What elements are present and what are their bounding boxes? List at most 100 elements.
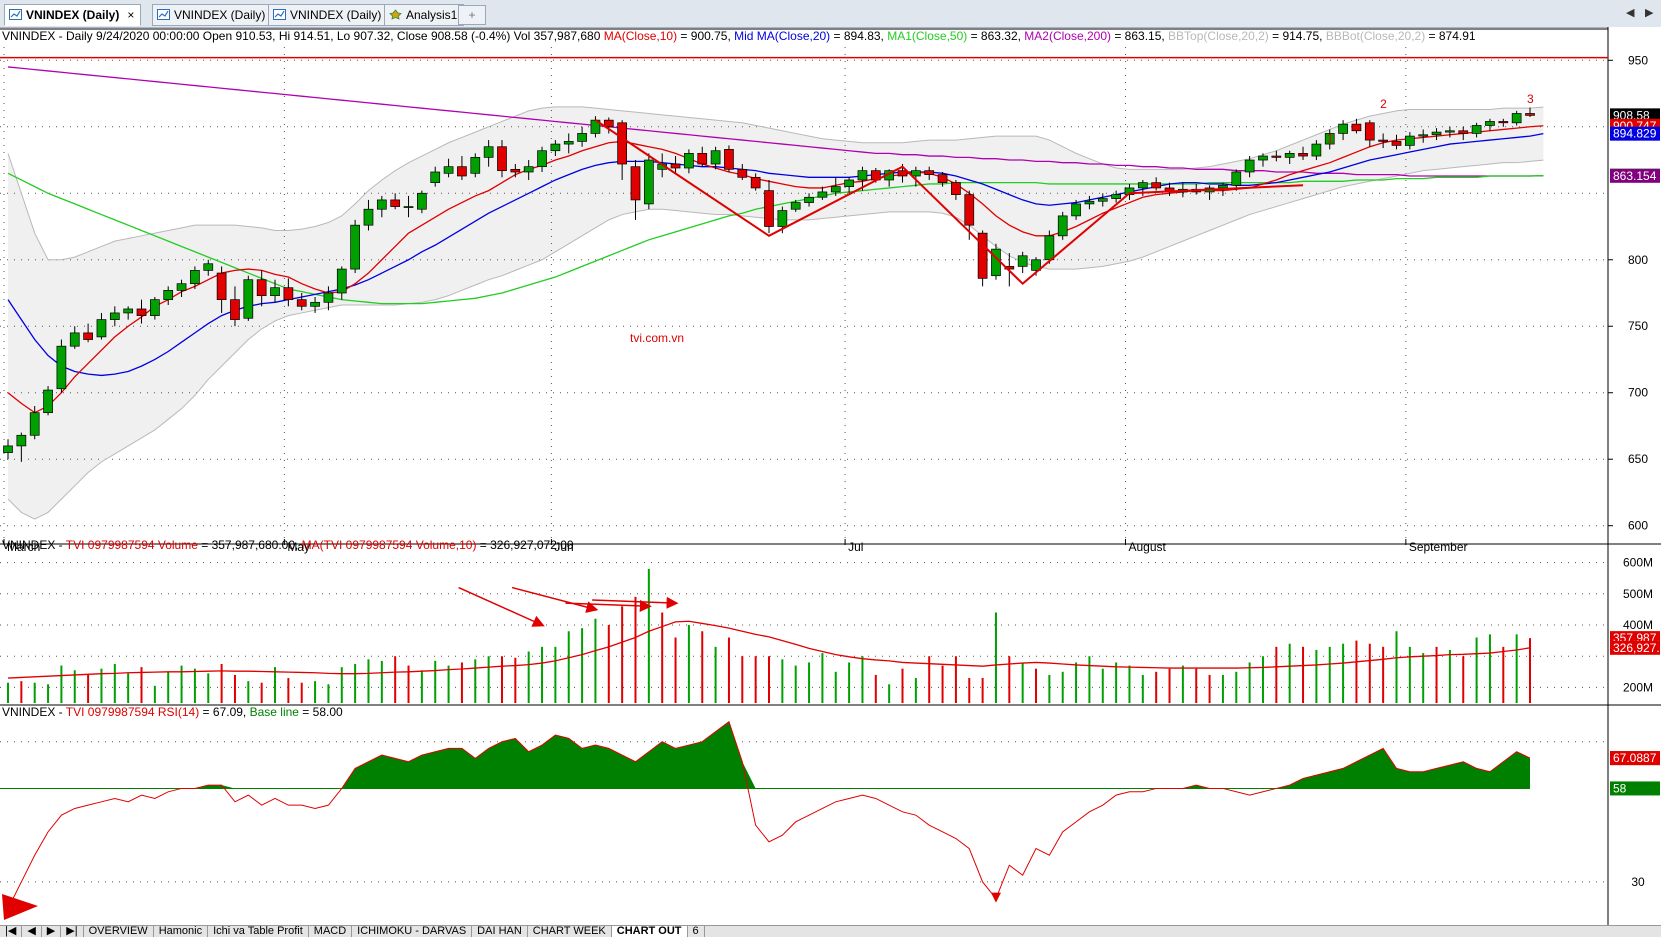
sheet-tab[interactable]: CHART OUT [611, 926, 688, 937]
rsi-oversold-marker [2, 894, 38, 920]
candle-body [376, 199, 387, 210]
candle [1351, 118, 1362, 134]
candle-body [777, 210, 788, 227]
candle-body [1124, 187, 1135, 195]
candle [670, 156, 681, 174]
tab-vnindex-daily-3[interactable]: VNINDEX (Daily) [268, 4, 389, 26]
price-tick-label: 600 [1628, 519, 1648, 533]
candle [3, 439, 13, 460]
sheet-tab[interactable]: ◀ [22, 926, 42, 937]
sheet-tab[interactable]: MACD [309, 926, 353, 937]
sheet-tab[interactable]: 6 [688, 926, 705, 937]
price-tick-label: 800 [1628, 253, 1648, 267]
candle [844, 177, 854, 194]
candle [643, 153, 654, 210]
candle-body [83, 332, 93, 340]
candle-body [603, 119, 614, 128]
candle-body [1057, 215, 1068, 237]
watermark-text: tvi.com.vn [630, 331, 684, 345]
candle-body [804, 196, 814, 203]
candle-body [1311, 143, 1322, 157]
candle-body [163, 289, 174, 300]
month-label: Jul [848, 540, 863, 554]
candle-body [283, 287, 294, 300]
ma-line [7, 172, 1544, 305]
candle [523, 160, 534, 180]
rsi-value-label-bg [1610, 781, 1660, 796]
candle [1298, 146, 1308, 161]
candle-body [670, 163, 681, 169]
tab-label: VNINDEX (Daily) [26, 8, 120, 22]
candle-body [1404, 135, 1415, 146]
candle-body [710, 150, 721, 165]
tab-vnindex-daily-1[interactable]: VNINDEX (Daily) × [4, 4, 142, 26]
sheet-tab[interactable]: ▶ [42, 926, 62, 937]
new-tab-button[interactable]: + [458, 5, 486, 25]
sheet-tab[interactable]: |◀ [0, 926, 23, 937]
candle-body [310, 301, 320, 307]
candle [1071, 199, 1081, 220]
candle-body [1284, 153, 1295, 158]
candle-body [577, 133, 587, 142]
candle [750, 173, 761, 191]
candle [563, 133, 574, 154]
candle [764, 179, 774, 234]
candle [1485, 118, 1495, 131]
sheet-tab[interactable]: ▶| [61, 926, 84, 937]
candle-body [750, 176, 761, 189]
annotation-arrow [565, 599, 652, 612]
candle [1231, 169, 1242, 191]
stock-chart[interactable]: VNINDEX - Daily 9/24/2020 00:00:00 Open … [0, 27, 1661, 925]
price-value-label: 894.829 [1613, 127, 1657, 141]
candle [69, 326, 80, 349]
candle [1338, 120, 1348, 141]
sheet-tab[interactable]: OVERVIEW [84, 926, 154, 937]
close-tab-icon[interactable]: × [127, 8, 135, 22]
scroll-left-icon[interactable]: ◀ [1626, 7, 1635, 19]
candle [1311, 140, 1322, 161]
candle [1445, 126, 1455, 138]
candle-body [510, 168, 521, 173]
candle-body [1218, 184, 1228, 189]
candle [443, 158, 454, 178]
candle [176, 279, 187, 297]
volume-panel: 200M400M500M600M357,987...326,927... [0, 556, 1661, 703]
candle-body [991, 248, 1001, 277]
rsi-line [7, 720, 1531, 909]
candle [724, 145, 734, 172]
annotation-arrow [511, 586, 599, 613]
candle [56, 339, 67, 393]
rsi-overbought-fill [8, 721, 1530, 789]
candle-body [443, 166, 454, 174]
sheet-tab[interactable]: Ichi va Table Profit [208, 926, 309, 937]
candle-body [977, 232, 988, 279]
sheet-tab[interactable]: Hamonic [154, 926, 209, 937]
candle-body [1364, 122, 1375, 141]
price-tick-label: 650 [1628, 452, 1648, 466]
candle [977, 230, 988, 287]
candle-body [417, 192, 427, 210]
sheet-tab[interactable]: DAI HAN [472, 926, 528, 937]
price-value-label: 863.154 [1613, 169, 1657, 183]
candle-body [1298, 153, 1308, 157]
chart-icon [273, 6, 286, 20]
candle [790, 199, 801, 212]
sheet-tab[interactable]: CHART WEEK [528, 926, 612, 937]
candle [497, 140, 507, 178]
candle-body [1378, 139, 1388, 142]
candle [603, 117, 614, 134]
candle [310, 296, 320, 313]
tab-analysis1[interactable]: Analysis1 [384, 4, 465, 26]
candle-body [724, 149, 734, 170]
candle-body [830, 186, 841, 193]
tab-vnindex-daily-2[interactable]: VNINDEX (Daily) [152, 4, 273, 26]
scroll-right-icon[interactable]: ▶ [1645, 7, 1654, 19]
bollinger-band-fill [8, 106, 1544, 520]
candle [109, 306, 120, 327]
candle [96, 312, 107, 340]
sheet-tab[interactable]: ICHIMOKU - DARVAS [352, 926, 473, 937]
candle-body [817, 191, 828, 198]
candle-body [563, 141, 574, 145]
candle [123, 306, 134, 320]
